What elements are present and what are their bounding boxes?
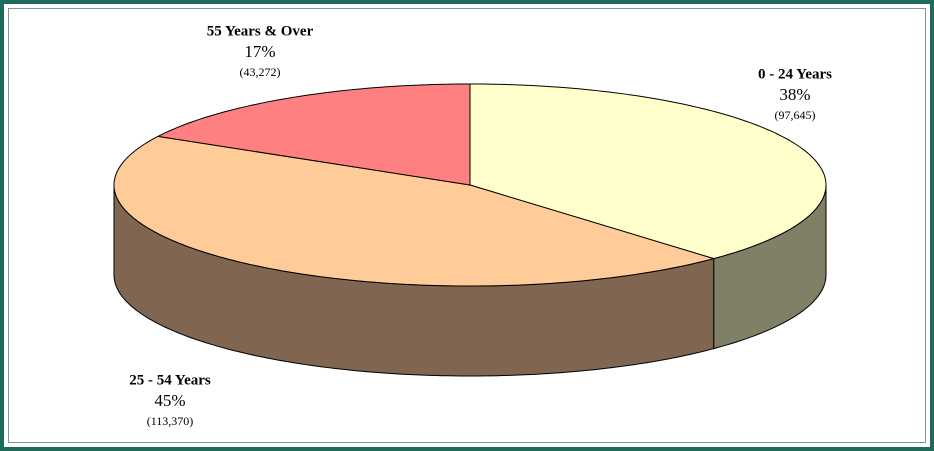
count-label: (43,272): [240, 65, 281, 79]
category-label: 25 - 54 Years: [129, 372, 211, 388]
percent-label: 17%: [244, 42, 275, 61]
count-label: (97,645): [775, 108, 816, 122]
category-label: 0 - 24 Years: [758, 66, 832, 82]
count-label: (113,370): [147, 414, 194, 428]
percent-label: 45%: [154, 391, 185, 410]
slice: [156, 83, 471, 186]
inner-frame: [8, 8, 926, 443]
slice: [113, 135, 716, 287]
category-label: 55 Years & Over: [207, 23, 314, 39]
slice: [469, 83, 827, 260]
percent-label: 38%: [779, 85, 810, 104]
